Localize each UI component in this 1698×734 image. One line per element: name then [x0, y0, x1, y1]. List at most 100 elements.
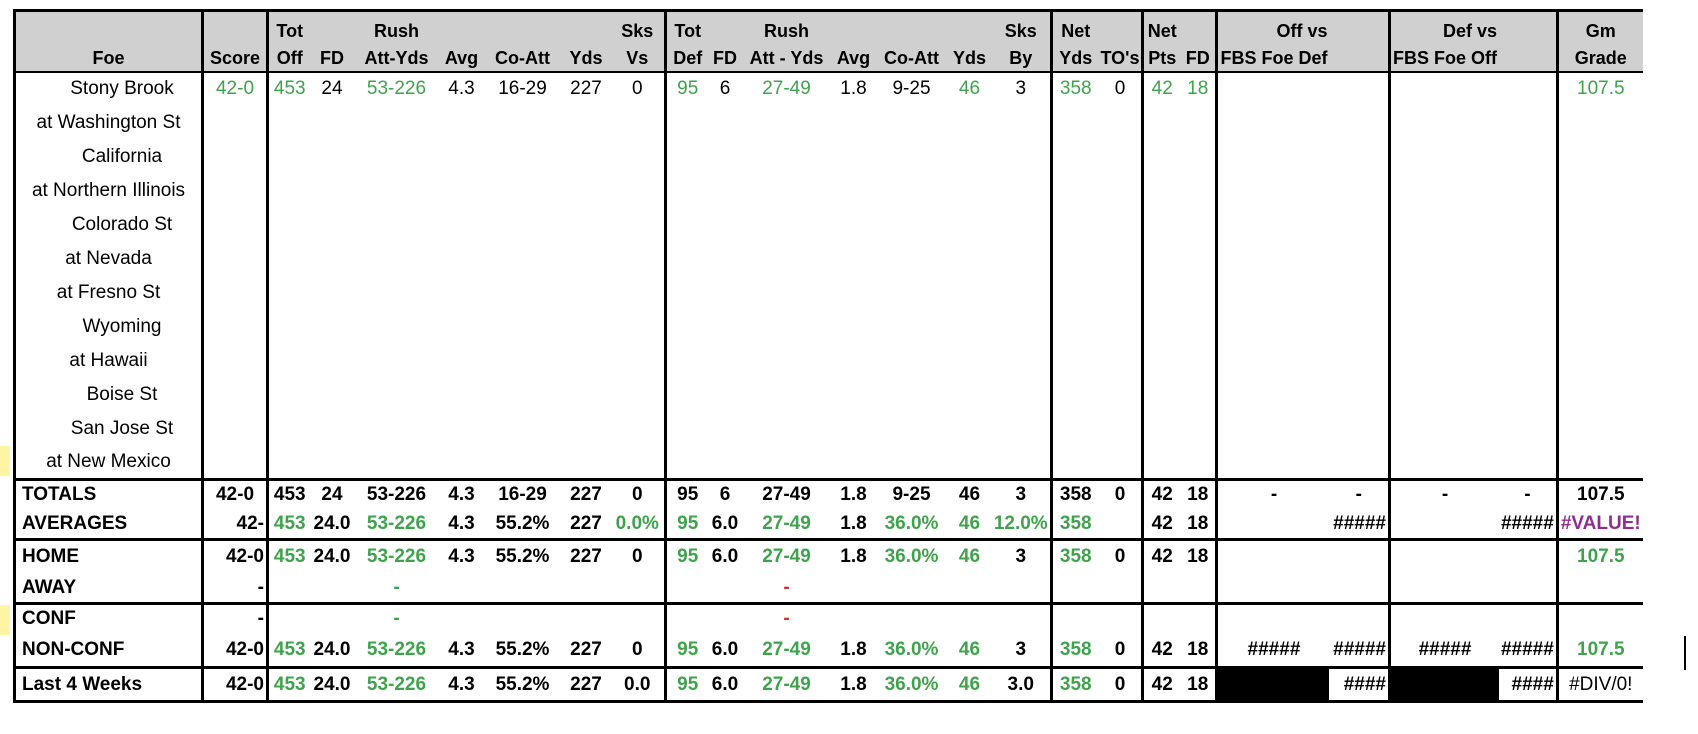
cell-net_yds[interactable]: [1052, 140, 1099, 174]
cell-grade[interactable]: [1557, 310, 1642, 344]
cell-dfd[interactable]: 6.0: [711, 673, 739, 695]
cell-tot_def[interactable]: [666, 140, 709, 174]
cell-drush[interactable]: [742, 106, 832, 140]
cell-davg[interactable]: [832, 106, 876, 140]
cell-net_pts[interactable]: [1143, 604, 1180, 634]
cell-def2[interactable]: [1498, 445, 1559, 480]
header-cell-6[interactable]: [483, 10, 562, 42]
header-cell-8[interactable]: Sks: [610, 10, 667, 42]
opponent-name[interactable]: at Washington St: [13, 105, 204, 140]
cell-score[interactable]: [202, 275, 269, 310]
cell-fd[interactable]: [311, 208, 354, 242]
cell-tos[interactable]: [1098, 139, 1145, 174]
cell-net_pts[interactable]: [1143, 310, 1180, 344]
cell-drush[interactable]: 27-49: [762, 78, 811, 99]
cell-sks_vs[interactable]: [610, 603, 667, 634]
cell-net_pts[interactable]: 42: [1151, 546, 1173, 568]
cell-dyds[interactable]: [948, 604, 992, 634]
cell-dyds[interactable]: 46: [958, 673, 981, 695]
cell-net_fd[interactable]: [1179, 411, 1219, 446]
cell-rush[interactable]: [354, 106, 440, 140]
cell-dfd[interactable]: [709, 310, 742, 344]
cell-tot_def[interactable]: [666, 106, 709, 140]
cell-def1[interactable]: [1389, 174, 1499, 208]
cell-tot_def[interactable]: [666, 174, 709, 208]
cell-tot_off[interactable]: [268, 446, 311, 480]
cell-net_yds[interactable]: [1052, 344, 1099, 378]
cell-tos[interactable]: [1098, 603, 1145, 634]
opponent-name[interactable]: Boise St: [13, 377, 204, 412]
header-cell-15[interactable]: Sks: [991, 10, 1053, 42]
cell-yds[interactable]: 227: [570, 546, 602, 568]
cell-davg[interactable]: [832, 276, 876, 310]
cell-fd[interactable]: 24: [321, 78, 343, 99]
cell-score[interactable]: -: [202, 603, 269, 634]
cell-yds[interactable]: [562, 174, 611, 208]
cell-def1[interactable]: [1389, 378, 1499, 412]
cell-net_fd[interactable]: [1179, 343, 1219, 378]
cell-net_fd[interactable]: 18: [1179, 633, 1219, 668]
cell-tos[interactable]: [1098, 173, 1145, 208]
cell-tos[interactable]: [1098, 411, 1145, 446]
cell-off1[interactable]: [1217, 540, 1330, 574]
header-cell-7[interactable]: [561, 10, 611, 42]
cell-co_att[interactable]: [484, 574, 562, 604]
cell-dyds[interactable]: [948, 242, 992, 276]
cell-off2[interactable]: [1329, 275, 1391, 310]
cell-def1[interactable]: [1389, 540, 1499, 574]
cell-dco_att[interactable]: 9-25: [892, 484, 931, 506]
cell-dfd[interactable]: [709, 446, 742, 480]
cell-davg[interactable]: [832, 344, 876, 378]
cell-dfd[interactable]: [709, 276, 742, 310]
cell-net_pts[interactable]: 42: [1151, 512, 1173, 534]
cell-def1[interactable]: [1389, 310, 1499, 344]
cell-sks_vs[interactable]: [610, 445, 667, 480]
cell-yds[interactable]: 227: [570, 484, 602, 506]
cell-tot_def[interactable]: [666, 574, 709, 604]
cell-sks_vs[interactable]: 0.0%: [610, 509, 667, 540]
cell-def2[interactable]: [1498, 207, 1559, 242]
header-cell-17[interactable]: [1098, 10, 1145, 42]
cell-net_pts[interactable]: [1143, 344, 1180, 378]
cell-net_yds[interactable]: 358: [1059, 638, 1092, 660]
cell-co_att[interactable]: 55.2%: [495, 546, 550, 568]
cell-yds[interactable]: [562, 446, 611, 480]
cell-tot_def[interactable]: 95: [677, 673, 699, 695]
cell-fd[interactable]: 24: [321, 484, 343, 506]
opponent-name[interactable]: at Fresno St: [13, 275, 204, 310]
cell-def1[interactable]: [1389, 510, 1499, 540]
cell-drush[interactable]: [742, 446, 832, 480]
cell-off1[interactable]: [1217, 446, 1330, 480]
cell-off1[interactable]: [1217, 310, 1330, 344]
cell-avg[interactable]: 4.3: [448, 546, 475, 568]
cell-def2[interactable]: [1498, 377, 1559, 412]
cell-dco_att[interactable]: [876, 106, 948, 140]
cell-tos[interactable]: [1098, 343, 1145, 378]
cell-yds[interactable]: [562, 604, 611, 634]
cell-dco_att[interactable]: [876, 446, 948, 480]
cell-davg[interactable]: [832, 174, 876, 208]
cell-dfd[interactable]: [709, 174, 742, 208]
cell-avg[interactable]: [440, 106, 484, 140]
cell-sks_vs[interactable]: [610, 343, 667, 378]
cell-net_pts[interactable]: 42: [1151, 638, 1173, 660]
cell-grade[interactable]: [1557, 276, 1642, 310]
cell-net_fd[interactable]: [1179, 603, 1219, 634]
cell-drush[interactable]: 27-49: [762, 484, 811, 506]
cell-fd[interactable]: [311, 310, 354, 344]
cell-rush[interactable]: [354, 344, 440, 378]
cell-sks_by[interactable]: [991, 411, 1053, 446]
cell-co_att[interactable]: [484, 604, 562, 634]
cell-drush[interactable]: [742, 344, 832, 378]
cell-grade[interactable]: 107.5: [1577, 484, 1625, 506]
header-cell-6[interactable]: Co-Att: [483, 41, 562, 72]
cell-dco_att[interactable]: [876, 208, 948, 242]
cell-drush[interactable]: [742, 378, 832, 412]
cell-sks_by[interactable]: 3: [991, 479, 1053, 510]
cell-dco_att[interactable]: [876, 310, 948, 344]
header-cell-16[interactable]: Net: [1051, 10, 1099, 42]
cell-def1[interactable]: [1389, 446, 1499, 480]
cell-sks_vs[interactable]: 0: [610, 479, 667, 510]
header-cell-15[interactable]: By: [991, 41, 1053, 72]
cell-davg[interactable]: 1.8: [840, 512, 867, 534]
